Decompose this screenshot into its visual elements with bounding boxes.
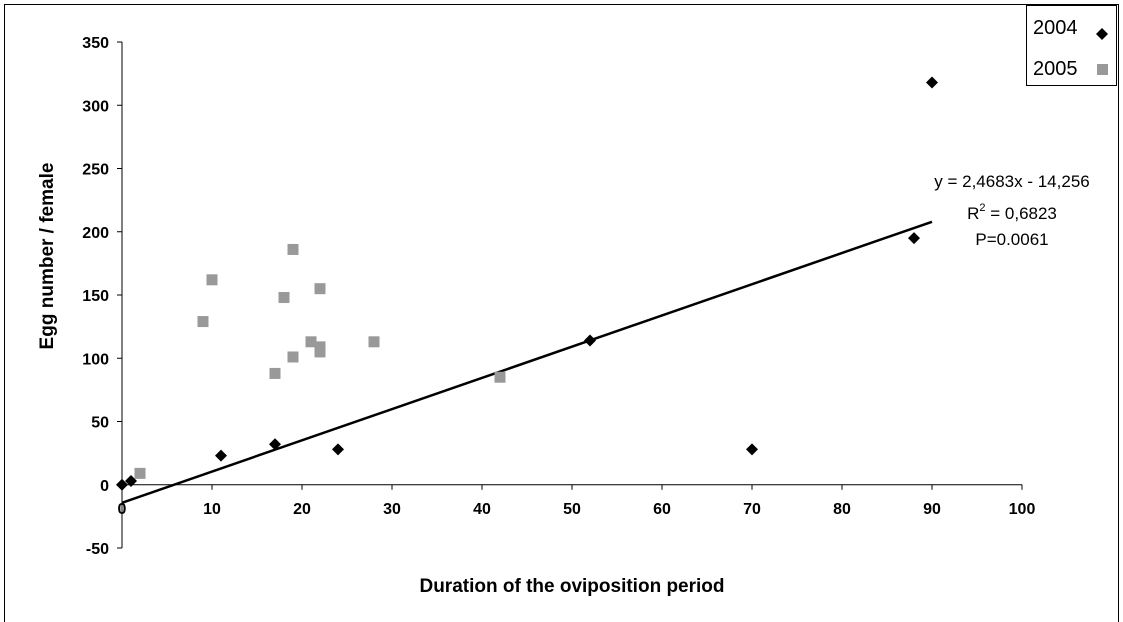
r-squared-value: = 0,6823 — [986, 204, 1057, 223]
x-tick-label: 40 — [473, 501, 491, 518]
trendline-equation-line: y = 2,4683x - 14,256 — [934, 172, 1089, 191]
legend-label-2004: 2004 — [1033, 17, 1078, 39]
trendline-group — [121, 220, 933, 504]
data-point-2004 — [215, 449, 227, 462]
data-point-2004 — [908, 232, 920, 245]
data-point-2004 — [116, 478, 128, 491]
data-point-2005 — [314, 283, 326, 295]
data-point-2005 — [287, 351, 299, 363]
data-point-2004 — [584, 334, 596, 347]
x-tick-label: 90 — [923, 501, 941, 518]
y-tick-label: 200 — [82, 225, 109, 242]
trendline-p-value: P=0.0061 — [975, 230, 1048, 249]
data-point-2005 — [287, 243, 299, 255]
data-points — [116, 76, 938, 491]
legend-label-2005: 2005 — [1033, 58, 1078, 80]
y-tick-label: 150 — [82, 288, 109, 305]
x-tick-label: 50 — [563, 501, 581, 518]
x-tick-label: 60 — [653, 501, 671, 518]
data-point-2004 — [926, 76, 938, 89]
data-point-2005 — [494, 371, 506, 383]
data-point-2004 — [269, 438, 281, 451]
x-tick-label: 80 — [833, 501, 851, 518]
y-tick-label: 350 — [82, 35, 109, 52]
r-squared-exponent: 2 — [979, 202, 985, 214]
x-tick-label: 0 — [118, 501, 127, 518]
x-tick-label: 100 — [1009, 501, 1036, 518]
x-tick-label: 70 — [743, 501, 761, 518]
data-point-2005 — [197, 316, 209, 328]
x-tick-labels: 0 10 20 30 40 50 60 70 80 90 100 — [118, 501, 1036, 518]
data-point-2005 — [305, 336, 317, 348]
trendline — [121, 220, 933, 504]
x-tick-label: 30 — [383, 501, 401, 518]
y-tick-label: 0 — [100, 478, 109, 495]
data-point-2004 — [746, 443, 758, 456]
data-point-2005 — [206, 274, 218, 286]
legend-marker-2005 — [1097, 64, 1108, 75]
y-tick-label: 50 — [91, 415, 109, 432]
y-axis-title: Egg number / female — [37, 163, 58, 350]
legend: 2004 2005 — [1026, 5, 1117, 86]
data-point-2005 — [269, 367, 281, 379]
r-squared-label: R — [967, 204, 979, 223]
y-tick-label: -50 — [86, 541, 109, 558]
x-tick-label: 20 — [293, 501, 311, 518]
axes — [117, 41, 1023, 549]
y-tick-label: 100 — [82, 351, 109, 368]
chart-border — [4, 4, 1119, 622]
trendline-equation: y = 2,4683x - 14,256 R2 = 0,6823 P=0.006… — [934, 172, 1089, 249]
y-tick-label: 250 — [82, 162, 109, 179]
x-axis-title: Duration of the oviposition period — [419, 576, 724, 597]
data-point-2004 — [125, 474, 137, 487]
trendline-r-squared: R2 = 0,6823 — [967, 202, 1057, 223]
data-point-2005 — [134, 467, 146, 479]
y-tick-label: 300 — [82, 98, 109, 115]
data-point-2004 — [332, 443, 344, 456]
x-tick-label: 10 — [203, 501, 221, 518]
data-point-2005 — [314, 341, 326, 353]
data-point-2005 — [278, 292, 290, 304]
data-point-2005 — [368, 336, 380, 348]
y-tick-labels: -50 0 50 100 150 200 250 300 350 — [82, 35, 109, 558]
legend-marker-2004 — [1096, 28, 1108, 40]
